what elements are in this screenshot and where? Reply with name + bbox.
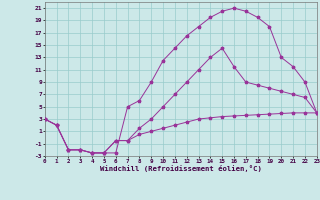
X-axis label: Windchill (Refroidissement éolien,°C): Windchill (Refroidissement éolien,°C)	[100, 165, 262, 172]
